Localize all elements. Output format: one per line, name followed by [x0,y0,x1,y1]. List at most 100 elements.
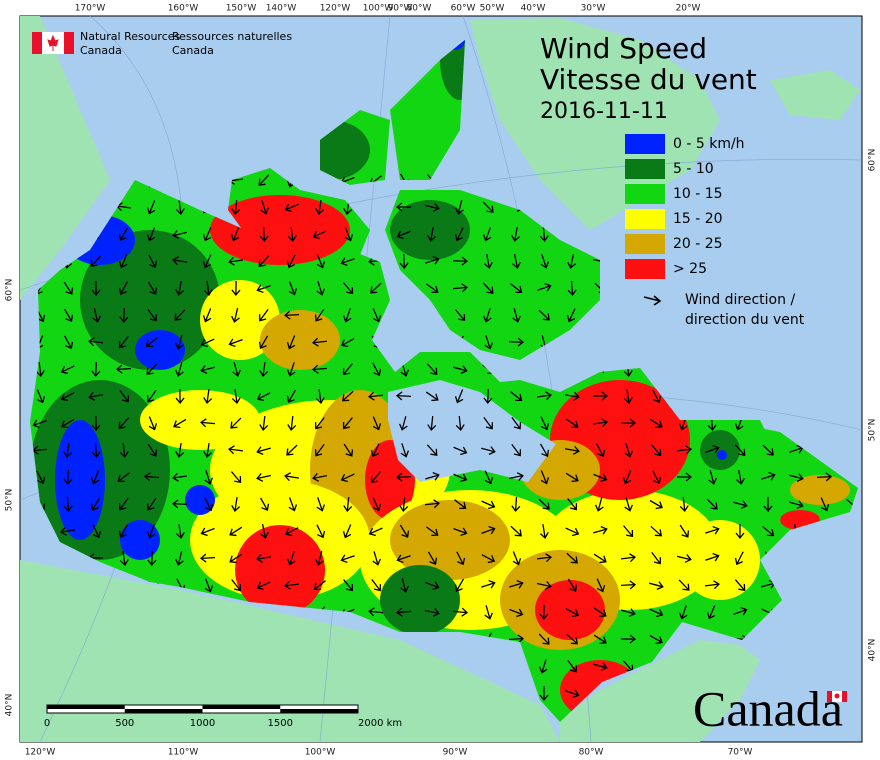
wind-arrow [652,389,662,404]
wind-arrow [425,255,440,265]
wind-arrow [115,364,132,374]
graticule-label: 150°W [226,4,257,14]
wind-arrow [454,389,464,404]
wind-arrow [705,552,720,562]
alaska-land [20,16,110,300]
wind-arrow [312,337,328,347]
wind-arrow [399,524,410,538]
wind-arrow [539,604,549,621]
wind-arrow [372,497,382,512]
wind-arrow [565,527,580,537]
wind-arrow [620,634,637,644]
wind-arrow [566,308,576,323]
wind-arrow [370,471,381,484]
wind-arrow [539,686,549,702]
legend-swatch [625,259,665,279]
wind-arrow [593,526,608,535]
wind-arrow [63,496,73,513]
wind-arrow [256,473,271,482]
wind-arrow [314,417,325,430]
wind-arrow [260,200,270,215]
wind-arrow [286,254,296,269]
wind-arrow [370,443,380,458]
wind-arrow [147,443,158,457]
title-fr: Vitesse du vent [540,63,757,96]
wind-arrow [736,470,745,485]
wind-arrow [482,227,492,242]
wind-arrow [313,580,326,591]
wind-arrow [175,335,184,350]
wind-arrow [456,551,466,566]
wind-arrow [649,418,663,429]
wind-arrow [118,227,128,242]
wind-arrow [36,470,46,485]
wind-arrow [88,337,104,347]
legend-label: direction du vent [685,312,805,328]
wind-arrow [761,471,776,481]
wind-arrow [372,362,382,377]
wind-arrow [536,553,552,563]
wordmark: Canada [693,680,843,736]
wind-arrow [256,446,271,455]
wind-arrow [620,553,636,563]
wind-arrow [316,497,326,512]
usa-east-land [560,640,760,742]
graticule-label: 100°W [305,748,336,758]
wind-arrow [232,362,241,377]
wind-arrow [624,497,633,512]
legend-swatch [625,134,665,154]
wind-arrow [454,499,467,510]
legend-label: > 25 [673,261,707,277]
wind-arrow [231,280,241,297]
wind-arrow [650,444,662,457]
wind-arrow [677,472,693,482]
date: 2016-11-11 [540,99,668,124]
legend-label: 20 - 25 [673,236,723,252]
wind-arrow [566,633,578,645]
wind-arrow [314,443,325,457]
legend-swatch [625,209,665,229]
scale-segment [202,705,281,709]
wind-arrow [258,174,270,186]
wind-arrow [202,308,212,323]
wind-arrow [538,309,550,321]
wind-arrow [396,554,411,564]
wind-arrow [200,365,215,374]
wind-arrow [425,391,439,402]
wind-arrow [258,308,269,322]
zone [80,230,220,370]
wind-arrow [117,472,131,483]
wind-arrow [453,365,468,374]
graticule-label: 160°W [168,4,199,14]
wind-arrow [119,550,129,566]
wind-arrow [593,553,607,564]
wind-arrow [118,524,128,539]
wind-arrow [91,280,101,297]
wind-arrow [286,389,296,404]
wind-arrow [484,254,493,269]
wind-arrow [340,473,355,483]
wind-arrow [512,551,522,566]
wind-arrow [592,391,609,401]
wind-arrow [64,335,74,350]
wind-arrow [623,525,634,538]
wind-arrow [538,633,550,645]
wind-arrow [511,444,522,457]
wind-arrow [425,203,440,212]
wind-arrow [202,227,212,242]
wind-arrow [678,605,688,620]
scale-segment [124,709,203,713]
wind-arrow [820,497,830,512]
wind-arrow [426,363,438,375]
wind-arrow [789,500,804,509]
wind-arrow [287,415,297,431]
wind-arrow [481,525,496,535]
wind-arrow [512,308,521,323]
wind-arrow [316,281,326,296]
wind-arrow [483,416,494,430]
wind-arrow [148,254,158,269]
dept-en: Natural Resources [80,30,181,43]
zone [210,195,350,265]
wind-arrow [229,553,243,564]
